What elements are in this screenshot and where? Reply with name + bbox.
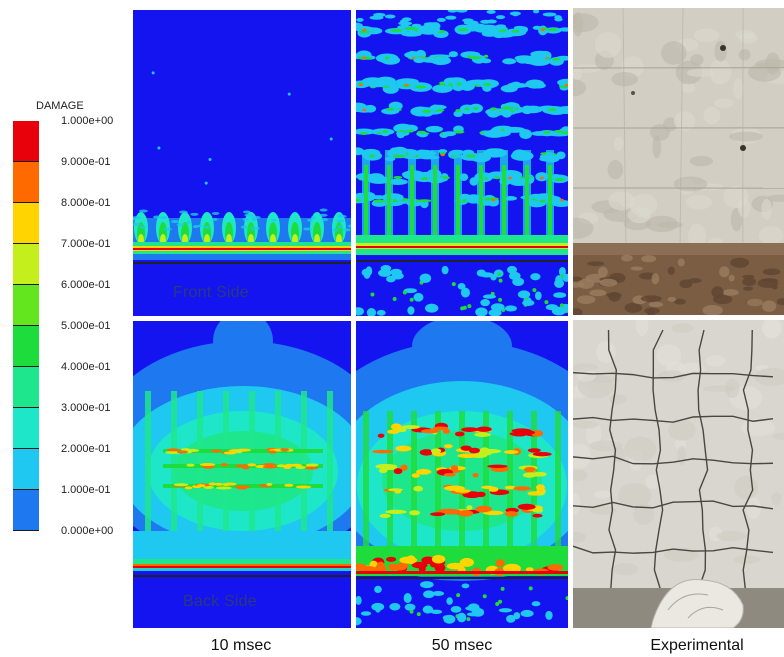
panel-front-50msec [356, 10, 568, 316]
legend-title: DAMAGE [36, 100, 84, 112]
legend-swatch [13, 203, 39, 244]
panel-front-10msec: Front Side [133, 10, 351, 316]
legend-swatch [13, 367, 39, 408]
legend-label: 1.000e+00 [61, 115, 114, 127]
photo-back-experimental [573, 320, 784, 628]
front-side-caption: Front Side [173, 284, 249, 301]
column-label-50msec: 50 msec [431, 637, 493, 654]
legend-label: 6.000e-01 [61, 279, 111, 291]
photo-front-experimental [573, 8, 784, 315]
legend-swatch [13, 449, 39, 490]
legend-label: 3.000e-01 [61, 402, 111, 414]
legend-swatch [13, 244, 39, 285]
legend-swatch [13, 408, 39, 449]
legend-swatch [13, 162, 39, 203]
legend-label: 0.000e+00 [61, 525, 114, 537]
legend-swatch [13, 490, 39, 531]
legend-label: 9.000e-01 [61, 156, 111, 168]
legend-label: 7.000e-01 [61, 238, 111, 250]
legend-swatch [13, 121, 39, 162]
column-label-10msec: 10 msec [210, 637, 272, 654]
legend-label: 4.000e-01 [61, 361, 111, 373]
column-label-experimental: Experimental [650, 637, 744, 654]
back-side-caption: Back Side [183, 593, 257, 610]
panel-back-50msec [356, 321, 568, 628]
legend-label: 5.000e-01 [61, 320, 111, 332]
panel-back-10msec: Back Side [133, 321, 351, 628]
legend-label: 8.000e-01 [61, 197, 111, 209]
color-legend: 1.000e+00 9.000e-01 8.000e-01 7.000e-01 6.00… [13, 115, 113, 537]
legend-label: 1.000e-01 [61, 484, 111, 496]
legend-swatch [13, 326, 39, 367]
legend-swatch [13, 285, 39, 326]
legend-label: 2.000e-01 [61, 443, 111, 455]
